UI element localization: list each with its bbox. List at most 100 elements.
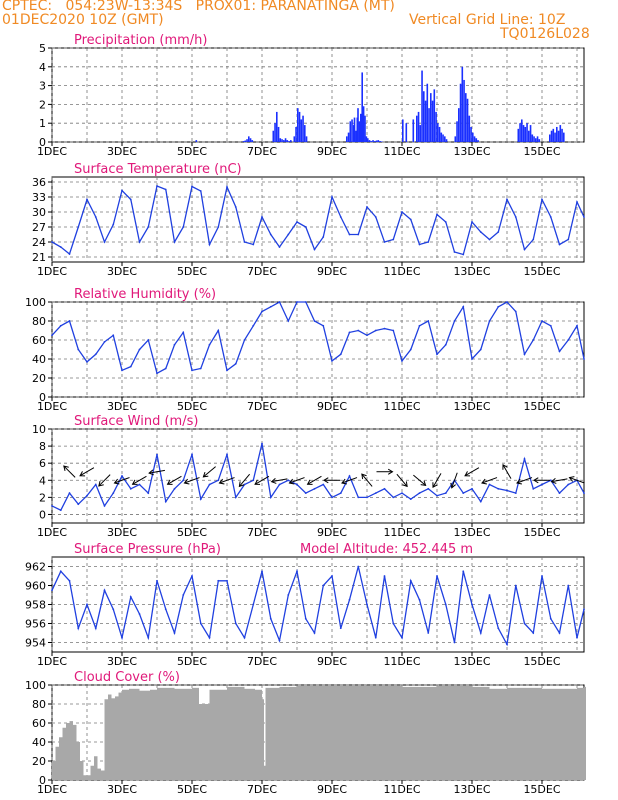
data-point [94,483,97,486]
data-point [532,339,535,341]
data-point [112,223,115,226]
wind-arrow-head [420,480,427,487]
data-point [199,622,202,625]
data-point [331,496,333,499]
data-point [261,570,263,573]
data-point [583,608,585,611]
y-tick-label: 36 [32,176,46,189]
y-tick-label: 8 [39,440,46,453]
data-line [51,566,585,647]
x-tick-label: 1DEC [37,145,67,158]
data-bar [379,141,381,142]
y-tick-label: 60 [32,334,46,347]
data-bar [517,128,520,142]
data-point [112,608,115,611]
x-tick-label: 11DEC [383,145,420,158]
data-point [514,310,517,313]
data-point [331,575,333,577]
data-point [112,492,115,494]
data-point [59,324,62,327]
data-point [278,301,281,303]
wind-arrow [63,465,76,478]
wind-arrow-head [270,478,277,484]
wind-arrow-head [502,463,508,470]
data-bar [199,704,210,780]
data-point [182,594,185,596]
wind-arrow [203,466,216,478]
data-bar [227,686,245,780]
data-point [226,186,228,188]
data-point [304,226,307,228]
y-tick-label: 962 [25,561,46,574]
data-point [488,238,491,241]
x-tick-label: 1DEC [37,265,67,278]
data-point [401,360,403,362]
header-model-code: TQ0126L028 [500,26,590,42]
data-bar [454,136,457,142]
data-bar [472,686,490,780]
data-point [68,253,71,255]
data-bar [349,121,352,142]
data-point [366,206,368,208]
data-bar [419,125,422,142]
data-point [313,632,316,634]
wind-arrow [516,477,533,484]
data-point [331,360,333,362]
data-point [453,251,456,253]
data-point [488,483,491,486]
data-bar [118,692,122,780]
data-point [427,487,430,490]
x-tick-label: 9DEC [317,526,347,539]
y-tick-label: 27 [32,221,46,234]
data-bar [372,140,374,142]
wind-arrow-head [79,471,86,477]
data-line [51,184,585,256]
data-point [103,505,106,507]
data-bar [209,689,227,780]
data-point [331,196,333,198]
data-point [427,632,430,634]
data-bar [402,119,404,142]
data-bar [477,140,479,142]
data-point [514,492,517,494]
data-point [217,329,220,332]
data-point [296,570,298,573]
data-bar [97,768,101,780]
x-tick-label: 9DEC [317,145,347,158]
model-altitude: Model Altitude: 452.445 m [300,542,473,557]
x-tick-label: 15DEC [523,145,560,158]
data-point [86,603,88,606]
y-tick-label: 960 [25,580,46,593]
data-point [576,324,578,327]
data-point [444,221,447,223]
data-point [471,221,473,223]
data-bar [365,136,368,142]
x-tick-label: 1DEC [37,655,67,668]
data-point [278,639,281,642]
y-tick-label: 24 [32,236,46,249]
y-tick-label: 3 [39,80,46,93]
data-point [497,231,500,233]
data-bar [283,140,285,142]
data-point [278,483,281,486]
data-point [383,241,386,243]
data-bar [297,685,332,780]
data-bar [263,765,266,780]
data-point [366,603,368,606]
data-line [51,301,585,375]
data-point [234,362,237,365]
data-bar [428,108,430,142]
x-tick-label: 5DEC [177,526,207,539]
data-point [77,348,80,351]
data-point [129,365,132,368]
x-tick-label: 11DEC [383,400,420,413]
data-point [129,487,132,490]
data-bar [412,119,415,142]
data-bar [563,132,565,142]
data-bar [370,141,373,142]
data-point [287,594,290,596]
data-point [418,598,421,601]
x-tick-label: 15DEC [523,783,560,796]
data-bar [139,690,150,780]
